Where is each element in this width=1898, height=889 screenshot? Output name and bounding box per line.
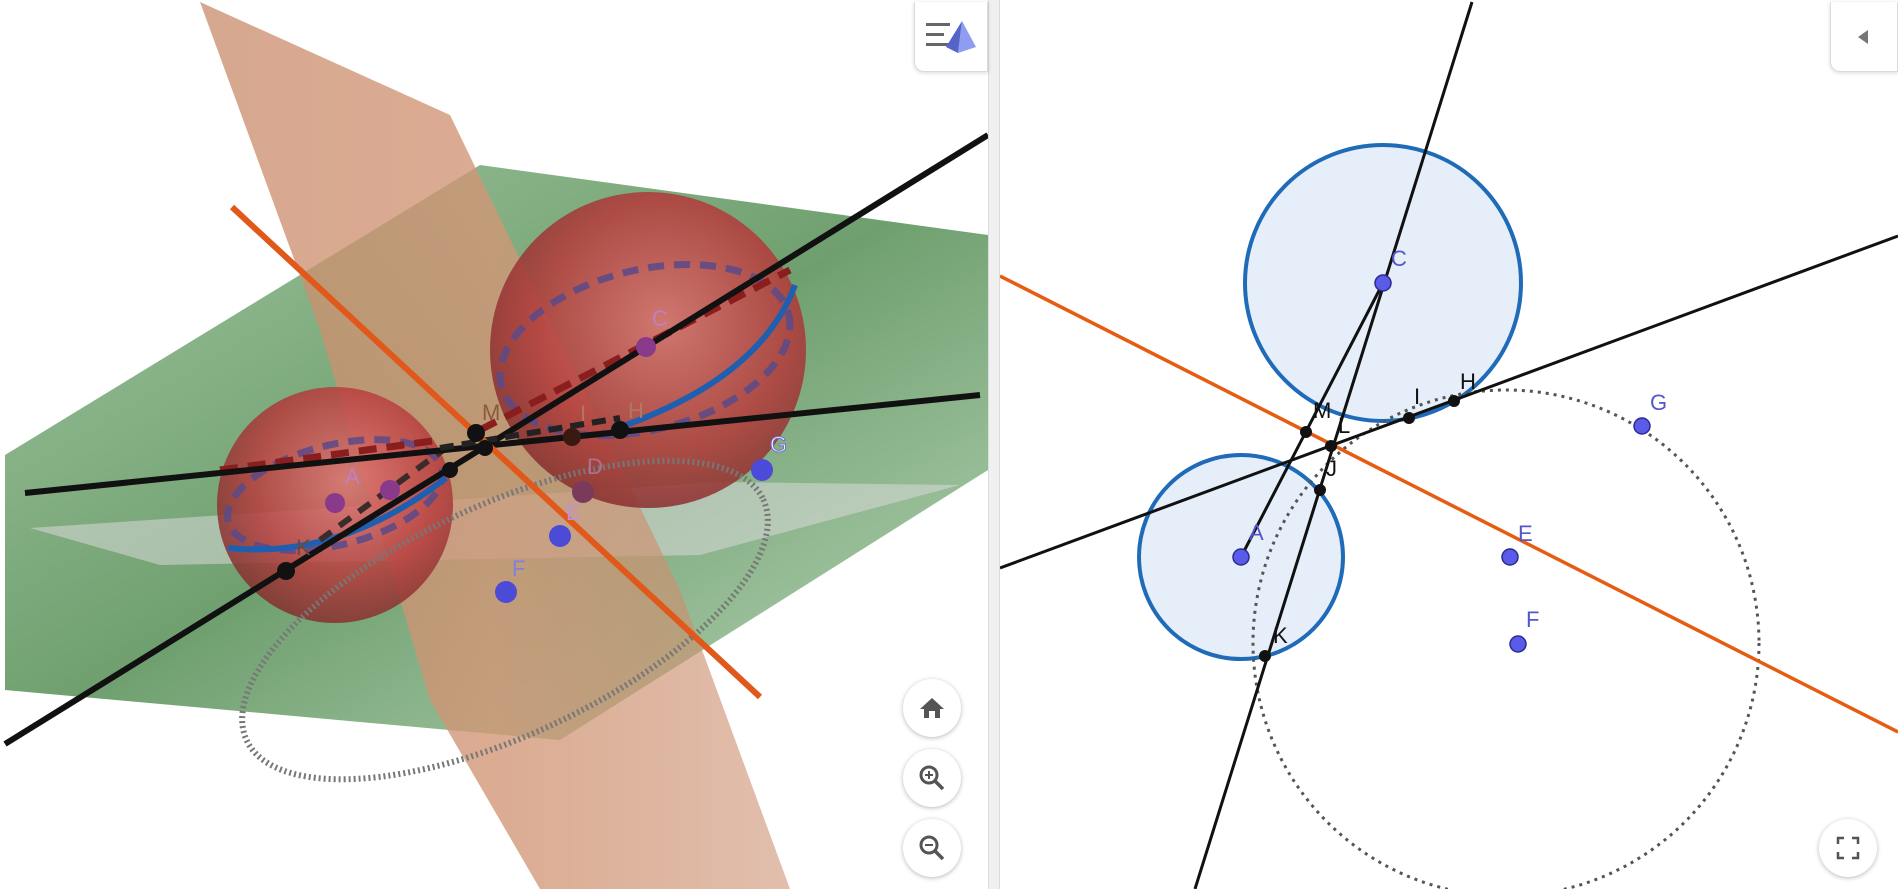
segment-a-c[interactable]	[1239, 282, 1385, 558]
home-button[interactable]	[903, 679, 961, 737]
pt3-intersection-I[interactable]	[563, 428, 581, 446]
collapse-left-triangle-icon	[1858, 29, 1868, 44]
pt3-intersection-J[interactable]	[442, 462, 458, 478]
zoom-in-icon	[919, 765, 945, 791]
pt3-point-C[interactable]	[636, 337, 656, 357]
graphics-2d-canvas[interactable]: A C E F G H I J K L M	[1000, 0, 1898, 889]
zoom-out-icon	[919, 835, 945, 861]
zoom-out-button[interactable]	[903, 819, 961, 877]
pt3-label-D: D	[587, 454, 603, 479]
black-line-1[interactable]	[24, 392, 981, 496]
home-icon	[920, 698, 944, 718]
zoom-in-button[interactable]	[903, 749, 961, 807]
pt3-label-M: M	[482, 400, 500, 425]
pt2-label-J: J	[1326, 456, 1337, 481]
pt3-point-D[interactable]	[572, 481, 594, 503]
pt2-point-J[interactable]	[1314, 484, 1326, 496]
pt3-intersection-H[interactable]	[611, 421, 629, 439]
pt2-label-F: F	[1526, 607, 1539, 632]
pt2-point-A[interactable]	[1232, 548, 1250, 566]
pt2-label-E: E	[1518, 521, 1533, 546]
pt2-point-M[interactable]	[1300, 426, 1312, 438]
pt2-point-H[interactable]	[1448, 395, 1460, 407]
fullscreen-button[interactable]	[1819, 819, 1877, 877]
dotted-circle-2d[interactable]	[1251, 388, 1761, 889]
pt3-point-A2[interactable]	[380, 480, 400, 500]
graphics-3d-view[interactable]: A C D E F G H I K M	[0, 0, 988, 889]
pt2-point-E[interactable]	[1501, 548, 1519, 566]
pt3-label-F: F	[512, 556, 525, 581]
pt3-label-C: C	[652, 306, 668, 331]
dashed-line-inner-1	[478, 266, 792, 434]
pt2-label-A: A	[1249, 520, 1264, 545]
pt2-point-F[interactable]	[1509, 635, 1527, 653]
pt2-point-L[interactable]	[1325, 440, 1337, 452]
pt3-label-H: H	[628, 398, 644, 423]
pt2-label-L: L	[1338, 413, 1350, 438]
pt3-point-F[interactable]	[495, 581, 517, 603]
collapse-toolbar-button[interactable]	[1830, 2, 1898, 72]
pt2-point-K[interactable]	[1259, 650, 1271, 662]
black-line-3[interactable]	[439, 415, 621, 451]
pt3-point-A[interactable]	[325, 493, 345, 513]
graphics-2d-view[interactable]: A C E F G H I J K L M	[1000, 0, 1898, 889]
pt3-point-G[interactable]	[751, 459, 773, 481]
orange-line-2d[interactable]	[1000, 274, 1898, 734]
pt2-point-I[interactable]	[1403, 412, 1415, 424]
pt3-label-A: A	[345, 464, 360, 489]
pt2-label-I: I	[1414, 384, 1420, 409]
pt3-label-G: G	[770, 432, 787, 457]
pt3-intersection-K[interactable]	[277, 562, 295, 580]
view-splitter[interactable]	[988, 0, 1000, 889]
pt3-intersection-L[interactable]	[477, 440, 493, 456]
orange-line[interactable]	[229, 204, 763, 700]
dotted-circle-3d	[239, 457, 771, 783]
pt2-point-G[interactable]	[1633, 417, 1651, 435]
pt2-point-C[interactable]	[1374, 274, 1392, 292]
pt2-label-C: C	[1391, 246, 1407, 271]
pt2-label-H: H	[1460, 369, 1476, 394]
pt3-intersection-M[interactable]	[467, 424, 485, 442]
pt2-label-G: G	[1650, 390, 1667, 415]
graphics-3d-canvas[interactable]: A C D E F G H I K M	[0, 0, 988, 889]
graphics-menu-button[interactable]	[914, 2, 988, 72]
dashed-line-inner-2	[219, 436, 441, 474]
pt3-label-I: I	[580, 401, 586, 426]
fullscreen-icon	[1836, 836, 1860, 860]
pt2-label-M: M	[1313, 398, 1331, 423]
sphere-a-equator	[224, 436, 446, 554]
pt2-label-K: K	[1273, 623, 1288, 648]
pt3-label-K: K	[296, 535, 311, 560]
pt3-point-E[interactable]	[549, 525, 571, 547]
sphere-c-arc-blue	[611, 283, 798, 433]
pt3-label-E: E	[566, 500, 581, 525]
graphics-menu-pyramid-icon	[926, 20, 976, 53]
